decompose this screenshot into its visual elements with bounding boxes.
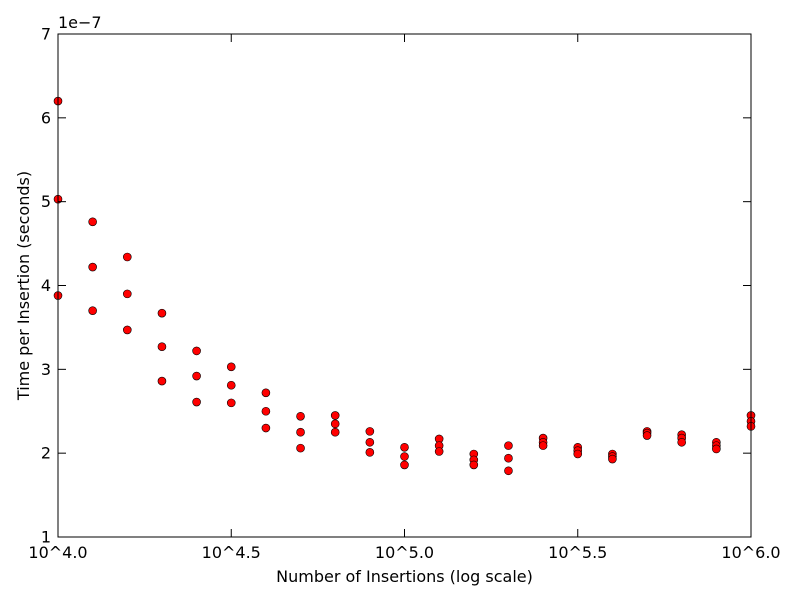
y-tick-label: 2 — [41, 444, 51, 463]
data-point — [296, 443, 305, 453]
data-point — [157, 308, 167, 318]
data-point — [538, 441, 548, 450]
y-tick-label: 7 — [41, 25, 51, 44]
data-point — [157, 342, 167, 351]
data-point — [330, 427, 340, 437]
data-point — [123, 289, 132, 299]
data-point — [365, 427, 375, 436]
data-point — [123, 325, 132, 335]
data-point — [712, 444, 721, 454]
x-tick-label: 10^5.5 — [548, 543, 607, 562]
x-axis-ticks: 10^4.0 10^4.5 10^5.0 10^5.5 10^6.0 — [28, 34, 781, 562]
data-point — [261, 406, 271, 416]
x-tick-label: 10^5.0 — [375, 543, 434, 562]
x-axis-label: Number of Insertions (log scale) — [276, 567, 533, 586]
data-point — [469, 460, 479, 470]
data-point — [365, 448, 375, 457]
data-point — [192, 371, 201, 381]
data-point — [226, 380, 236, 390]
y-tick-label: 5 — [41, 192, 51, 211]
data-point — [608, 454, 617, 464]
data-point — [365, 437, 375, 447]
data-point — [330, 419, 340, 429]
x-tick-label: 10^4.0 — [28, 543, 87, 562]
data-point — [296, 427, 305, 437]
data-point — [88, 217, 97, 227]
y-tick-label: 3 — [41, 360, 51, 379]
data-point — [434, 447, 444, 456]
data-point — [400, 442, 409, 452]
y-axis-ticks: 1 2 3 4 5 6 7 — [41, 25, 751, 547]
data-point — [330, 411, 340, 420]
y-tick-label: 1 — [41, 528, 51, 547]
data-point — [226, 362, 236, 372]
data-point — [642, 431, 652, 440]
data-markers — [53, 96, 756, 476]
data-point — [157, 376, 167, 386]
y-tick-label: 4 — [41, 276, 51, 295]
data-point — [400, 452, 409, 461]
data-point — [573, 449, 583, 459]
data-point — [261, 423, 271, 433]
data-point — [192, 397, 201, 407]
data-point — [677, 437, 687, 447]
data-point — [504, 466, 513, 476]
y-tick-label: 6 — [41, 108, 51, 127]
data-point — [261, 388, 271, 398]
data-point — [400, 460, 409, 470]
plot-area — [53, 33, 756, 538]
data-point — [504, 441, 513, 450]
y-axis-label: Time per Insertion (seconds) — [14, 171, 33, 401]
x-tick-label: 10^4.5 — [202, 543, 261, 562]
data-point — [226, 398, 236, 408]
data-point — [88, 306, 97, 315]
x-tick-label: 10^6.0 — [721, 543, 780, 562]
data-point — [123, 252, 132, 262]
y-offset-label: 1e−7 — [58, 13, 102, 32]
data-point — [88, 262, 97, 272]
data-point — [192, 346, 201, 356]
data-point — [296, 411, 305, 421]
data-point — [504, 453, 513, 463]
